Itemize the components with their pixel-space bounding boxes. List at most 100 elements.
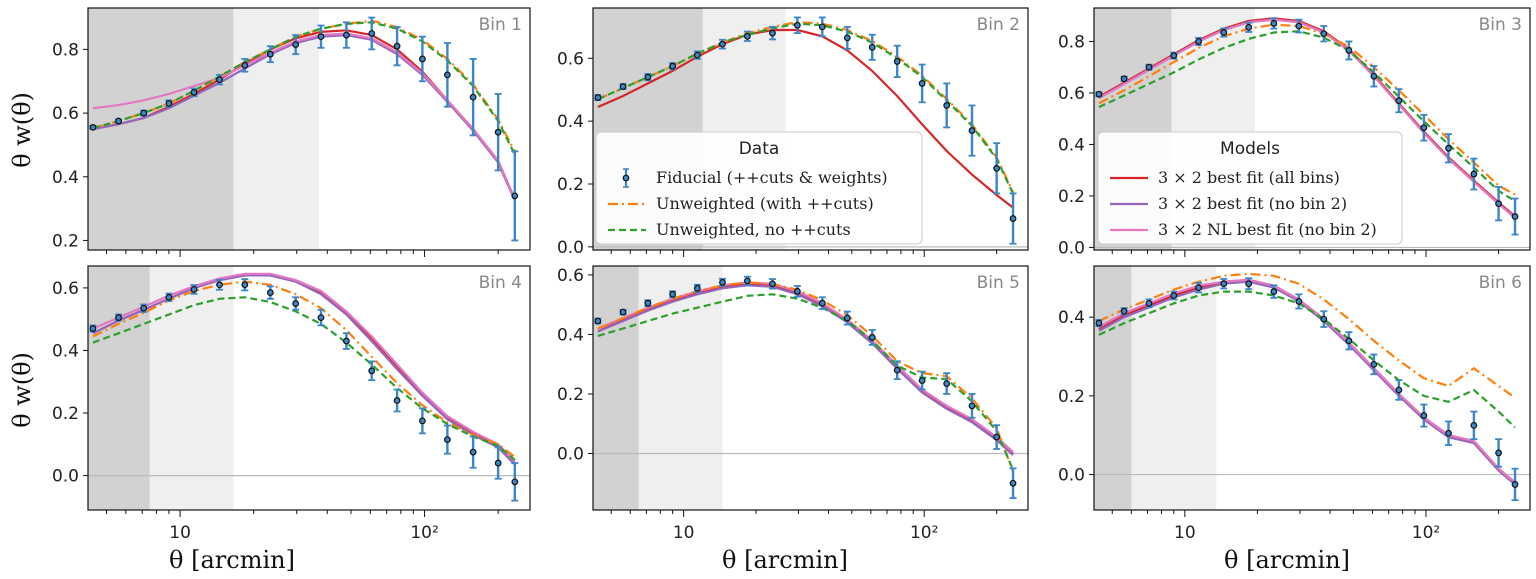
data-point: [818, 16, 826, 38]
y-tick-label: 0.4: [557, 112, 584, 132]
data-point: [494, 446, 502, 480]
data-point: [190, 284, 198, 295]
data-point: [843, 310, 851, 326]
data-point: [793, 16, 801, 35]
scale-cut-dark-region: [88, 266, 150, 510]
scale-cut-dark-region: [88, 8, 234, 250]
data-point: [115, 313, 123, 322]
data-point: [115, 117, 123, 125]
y-tick-label: 0.0: [52, 467, 79, 487]
data-point: [1445, 420, 1453, 446]
data-point: [443, 424, 451, 455]
data-point: [266, 45, 274, 64]
bin-label: Bin 2: [977, 15, 1020, 35]
data-point: [418, 35, 426, 83]
data-point: [644, 73, 652, 82]
y-tick-label: 0.6: [557, 49, 584, 69]
data-point: [140, 109, 148, 117]
data-point: [165, 292, 173, 302]
data-point: [89, 324, 97, 333]
data-point: [292, 34, 300, 56]
legend-entry: 3 × 2 NL best fit (no bin 2): [1158, 220, 1377, 239]
y-tick-label: 0.2: [557, 175, 584, 195]
scale-cut-dark-region: [593, 266, 639, 510]
data-point: [1120, 75, 1128, 83]
data-point: [1009, 192, 1017, 245]
y-tick-label: 0.0: [1058, 238, 1085, 258]
y-tick-label: 0.4: [1058, 308, 1085, 328]
y-tick-label: 0.2: [1058, 187, 1085, 207]
data-point: [843, 25, 851, 50]
data-point: [140, 303, 148, 313]
data-point: [418, 407, 426, 435]
data-point: [918, 370, 926, 391]
data-point: [241, 58, 249, 73]
data-point: [1511, 467, 1519, 502]
data-point: [619, 83, 627, 90]
data-point: [594, 317, 602, 325]
data-point: [1370, 353, 1378, 376]
x-tick-label: 10²: [910, 523, 938, 543]
data-point: [317, 308, 325, 327]
x-axis-label-right: θ [arcmin]: [1224, 546, 1350, 574]
data-point: [993, 142, 1001, 195]
data-point: [943, 82, 951, 129]
series-line: [1098, 23, 1516, 196]
data-point: [165, 99, 173, 108]
data-point: [1495, 186, 1503, 222]
data-point: [1145, 298, 1153, 309]
x-tick-label: 10: [673, 523, 695, 543]
data-point: [768, 25, 776, 41]
data-point: [1095, 90, 1103, 98]
data-point: [368, 16, 376, 51]
data-point: [669, 290, 677, 299]
data-point: [511, 150, 519, 242]
data-point: [342, 332, 350, 350]
data-point: [317, 24, 325, 49]
y-tick-label: 0.2: [52, 231, 79, 251]
legend-entry: 3 × 2 best fit (all bins): [1158, 168, 1340, 187]
series-line: [1098, 272, 1516, 399]
data-point: [693, 50, 701, 60]
panel-frame: [87, 265, 531, 511]
data-point: [893, 360, 901, 380]
data-point: [342, 21, 350, 49]
x-tick-label: 10: [1174, 523, 1196, 543]
data-point: [818, 296, 826, 311]
series-line: [597, 293, 1015, 471]
models-legend: Models 3 × 2 best fit (all bins) 3 × 2 bes…: [1097, 131, 1403, 245]
y-axis-label-bottom: θ w(θ): [8, 352, 36, 428]
data-point: [1170, 51, 1178, 60]
data-point: [216, 73, 224, 86]
series-line: [1098, 18, 1516, 219]
data-point: [743, 275, 751, 286]
y-tick-label: 0.6: [52, 104, 79, 124]
series-line: [92, 274, 516, 466]
y-tick-label: 0.0: [557, 238, 584, 258]
y-tick-label: 0.6: [1058, 84, 1085, 104]
data-point: [1345, 40, 1353, 61]
data-point: [1145, 63, 1153, 71]
data-point: [718, 38, 726, 50]
data-point: [443, 42, 451, 108]
y-tick-label: 0.2: [52, 404, 79, 424]
data-point: [1195, 36, 1203, 46]
data-point: [718, 277, 726, 287]
data-point: [1245, 21, 1253, 33]
y-tick-label: 0.8: [1058, 32, 1085, 52]
series-line: [597, 281, 1014, 453]
y-axis-label-top: θ w(θ): [8, 92, 36, 168]
data-point: [1009, 467, 1017, 499]
series-line: [597, 284, 1014, 456]
data-point: [1120, 307, 1128, 316]
data-point: [1095, 319, 1103, 328]
data-point: [1445, 133, 1453, 164]
x-axis-label-middle: θ [arcmin]: [722, 546, 848, 574]
panel-frame: [592, 7, 1029, 251]
data-legend: Data Fiducial (++cuts & weights) Unweighte…: [595, 131, 923, 245]
data-point: [693, 283, 701, 293]
data-point: [893, 44, 901, 79]
data-point: [1320, 25, 1328, 43]
legend-title: Data: [739, 139, 780, 159]
